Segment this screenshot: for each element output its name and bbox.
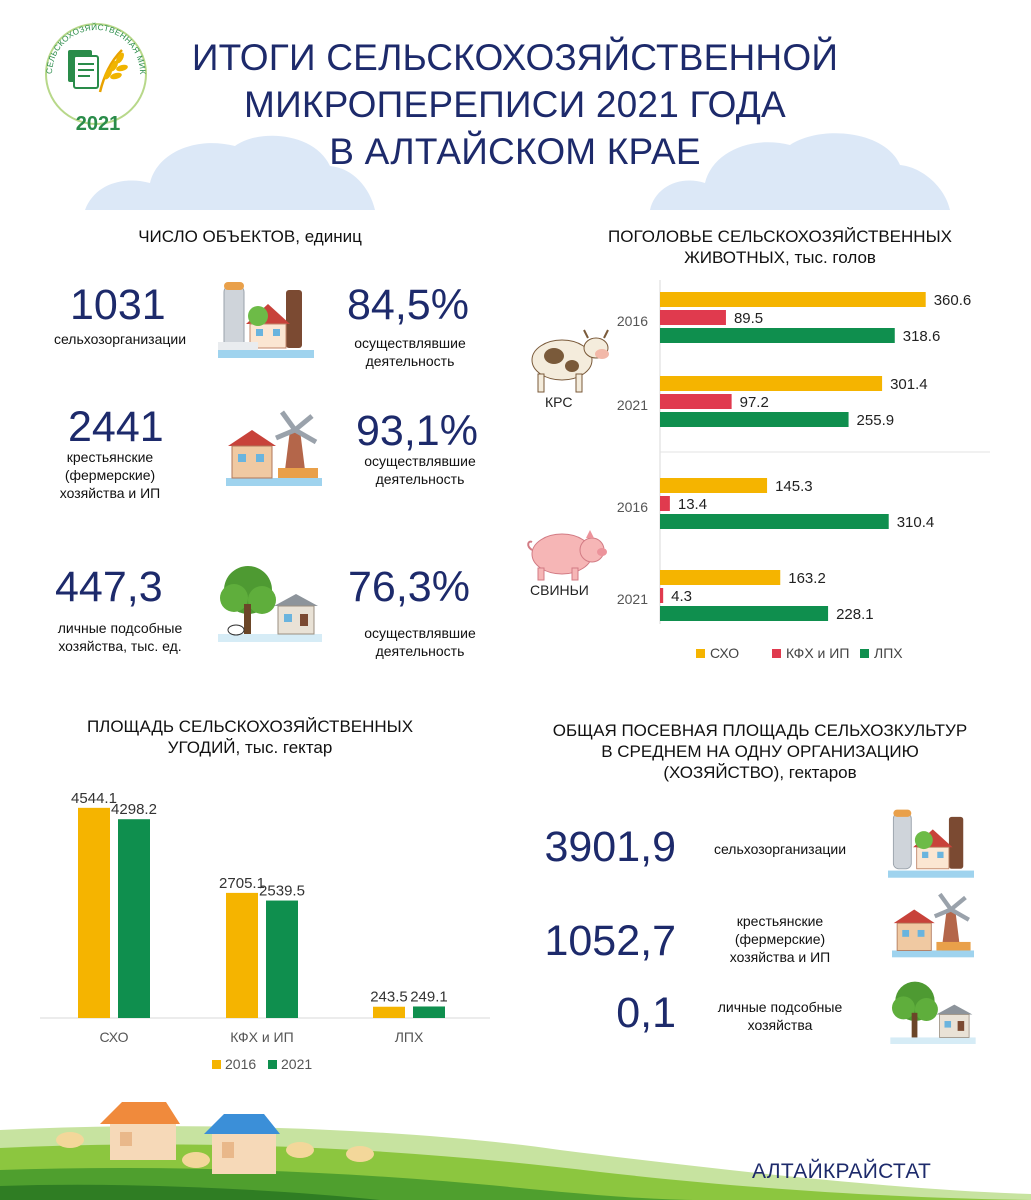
livestock-legend-label: СХО bbox=[710, 645, 739, 661]
land-legend-swatch bbox=[212, 1060, 221, 1069]
agro-organization-icon bbox=[218, 282, 314, 358]
livestock-bar-label: 310.4 bbox=[897, 514, 935, 531]
livestock-bar-label: 360.6 bbox=[934, 292, 972, 309]
livestock-legend-label: КФХ и ИП bbox=[786, 645, 849, 661]
land-bar bbox=[226, 892, 258, 1018]
livestock-bar bbox=[660, 292, 926, 307]
objects-percent-label-households: осуществлявшие деятельность bbox=[364, 625, 476, 659]
livestock-year-label: 2016 bbox=[617, 313, 648, 329]
sown-farm-windmill-icon bbox=[892, 892, 974, 958]
objects-percent-label-farms: осуществлявшие деятельность bbox=[364, 453, 476, 487]
sown-area-title: ОБЩАЯ ПОСЕВНАЯ ПЛОЩАДЬ СЕЛЬХОЗКУЛЬТУР В … bbox=[552, 721, 968, 782]
sown-agro-organization-icon bbox=[888, 809, 974, 878]
footer-organization: АЛТАЙКРАЙСТАТ bbox=[752, 1160, 932, 1183]
land-bar-label: 4544.1 bbox=[71, 790, 117, 807]
livestock-title: ПОГОЛОВЬЕ СЕЛЬСКОХОЗЯЙСТВЕННЫХ ЖИВОТНЫХ,… bbox=[608, 227, 952, 267]
land-bar bbox=[78, 807, 110, 1018]
sown-value-households: 0,1 bbox=[616, 989, 676, 1037]
land-bar-label: 4298.2 bbox=[111, 801, 157, 818]
land-bar bbox=[266, 900, 298, 1018]
sown-value-agro-orgs: 3901,9 bbox=[544, 823, 676, 871]
livestock-year-label: 2021 bbox=[617, 397, 648, 413]
livestock-bar bbox=[660, 310, 726, 325]
cloud-left bbox=[85, 135, 375, 210]
livestock-bar bbox=[660, 570, 781, 585]
livestock-bar-label: 163.2 bbox=[788, 570, 826, 587]
objects-title: ЧИСЛО ОБЪЕКТОВ, единиц bbox=[138, 227, 362, 246]
sown-household-tree-icon bbox=[890, 981, 976, 1044]
objects-label-farms: крестьянские (фермерские) хозяйства и ИП bbox=[59, 449, 161, 501]
pigs-label: СВИНЬИ bbox=[530, 582, 589, 598]
objects-percent-farms: 93,1% bbox=[356, 407, 478, 455]
livestock-bar-label: 228.1 bbox=[836, 606, 874, 623]
land-category-label: КФХ и ИП bbox=[230, 1029, 293, 1045]
land-bar-label: 243.5 bbox=[370, 989, 408, 1006]
land-category-label: СХО bbox=[99, 1029, 128, 1045]
livestock-bar bbox=[660, 328, 895, 343]
livestock-legend-label: ЛПХ bbox=[874, 645, 903, 661]
cattle-label: КРС bbox=[545, 394, 573, 410]
livestock-bar bbox=[660, 606, 829, 621]
objects-label-households: личные подсобные хозяйства, тыс. ед. bbox=[57, 620, 183, 654]
livestock-bar bbox=[660, 394, 732, 409]
livestock-bar bbox=[660, 496, 670, 511]
objects-value-farms: 2441 bbox=[68, 403, 164, 451]
livestock-bar-label: 301.4 bbox=[890, 376, 928, 393]
livestock-bar-label: 255.9 bbox=[857, 412, 895, 429]
land-bar bbox=[373, 1006, 405, 1018]
sown-label-households: личные подсобные хозяйства bbox=[717, 999, 843, 1033]
livestock-bar bbox=[660, 412, 849, 427]
land-category-label: ЛПХ bbox=[395, 1029, 424, 1045]
sown-value-farms: 1052,7 bbox=[544, 917, 676, 965]
page-title-line: МИКРОПЕРЕПИСИ 2021 ГОДА bbox=[244, 84, 786, 125]
sown-label-agro-orgs: сельхозорганизации bbox=[713, 841, 847, 857]
land-bar-label: 2705.1 bbox=[219, 875, 265, 892]
objects-percent-label-agro-orgs: осуществлявшие деятельность bbox=[354, 335, 466, 369]
logo-year: 2021 bbox=[76, 113, 121, 135]
land-bar-label: 249.1 bbox=[410, 988, 448, 1005]
land-area-title: ПЛОЩАДЬ СЕЛЬСКОХОЗЯЙСТВЕННЫХ УГОДИЙ, тыс… bbox=[86, 717, 414, 757]
livestock-bar-label: 318.6 bbox=[903, 328, 941, 345]
livestock-bar-label: 4.3 bbox=[671, 588, 692, 605]
livestock-legend-swatch bbox=[860, 649, 869, 658]
livestock-legend-swatch bbox=[696, 649, 705, 658]
livestock-bar bbox=[660, 478, 768, 493]
farm-windmill-icon bbox=[226, 410, 322, 486]
land-legend-swatch bbox=[268, 1060, 277, 1069]
livestock-bar bbox=[660, 588, 664, 603]
livestock-year-label: 2016 bbox=[617, 499, 648, 515]
census-logo: СЕЛЬСКОХОЗЯЙСТВЕННАЯ МИКРОПЕРЕПИСЬ 2021 bbox=[38, 10, 147, 135]
livestock-bar bbox=[660, 514, 889, 529]
objects-value-households: 447,3 bbox=[55, 563, 163, 611]
household-tree-icon bbox=[218, 566, 322, 642]
livestock-bar-label: 89.5 bbox=[734, 310, 763, 327]
livestock-bar bbox=[660, 376, 883, 391]
cloud-right bbox=[650, 133, 950, 210]
cow-icon bbox=[531, 329, 609, 393]
page-title-line: ИТОГИ СЕЛЬСКОХОЗЯЙСТВЕННОЙ bbox=[191, 37, 839, 78]
page-title: ИТОГИ СЕЛЬСКОХОЗЯЙСТВЕННОЙ МИКРОПЕРЕПИСИ… bbox=[140, 34, 890, 175]
objects-label-agro-orgs: сельхозорганизации bbox=[53, 331, 187, 347]
land-bar bbox=[118, 819, 150, 1018]
livestock-bar-label: 97.2 bbox=[740, 394, 769, 411]
livestock-year-label: 2021 bbox=[617, 591, 648, 607]
livestock-bar-label: 145.3 bbox=[775, 478, 813, 495]
livestock-bar-label: 13.4 bbox=[678, 496, 707, 513]
footer-landscape bbox=[0, 1102, 1031, 1200]
objects-percent-households: 76,3% bbox=[348, 563, 470, 611]
land-bar-label: 2539.5 bbox=[259, 883, 305, 900]
livestock-chart: 2016 360.6 89.5 318.6 2021 301.4 97.2 255.9 2016… bbox=[617, 280, 990, 661]
objects-value-agro-orgs: 1031 bbox=[70, 281, 166, 329]
page-title-line: В АЛТАЙСКОМ КРАЕ bbox=[329, 131, 701, 172]
sown-label-farms: крестьянские (фермерские) хозяйства и ИП bbox=[729, 913, 831, 965]
pig-icon bbox=[527, 530, 607, 581]
land-bar bbox=[413, 1006, 445, 1018]
land-legend-label: 2016 bbox=[225, 1056, 256, 1072]
land-legend-label: 2021 bbox=[281, 1056, 312, 1072]
livestock-legend-swatch bbox=[772, 649, 781, 658]
objects-percent-agro-orgs: 84,5% bbox=[347, 281, 469, 329]
